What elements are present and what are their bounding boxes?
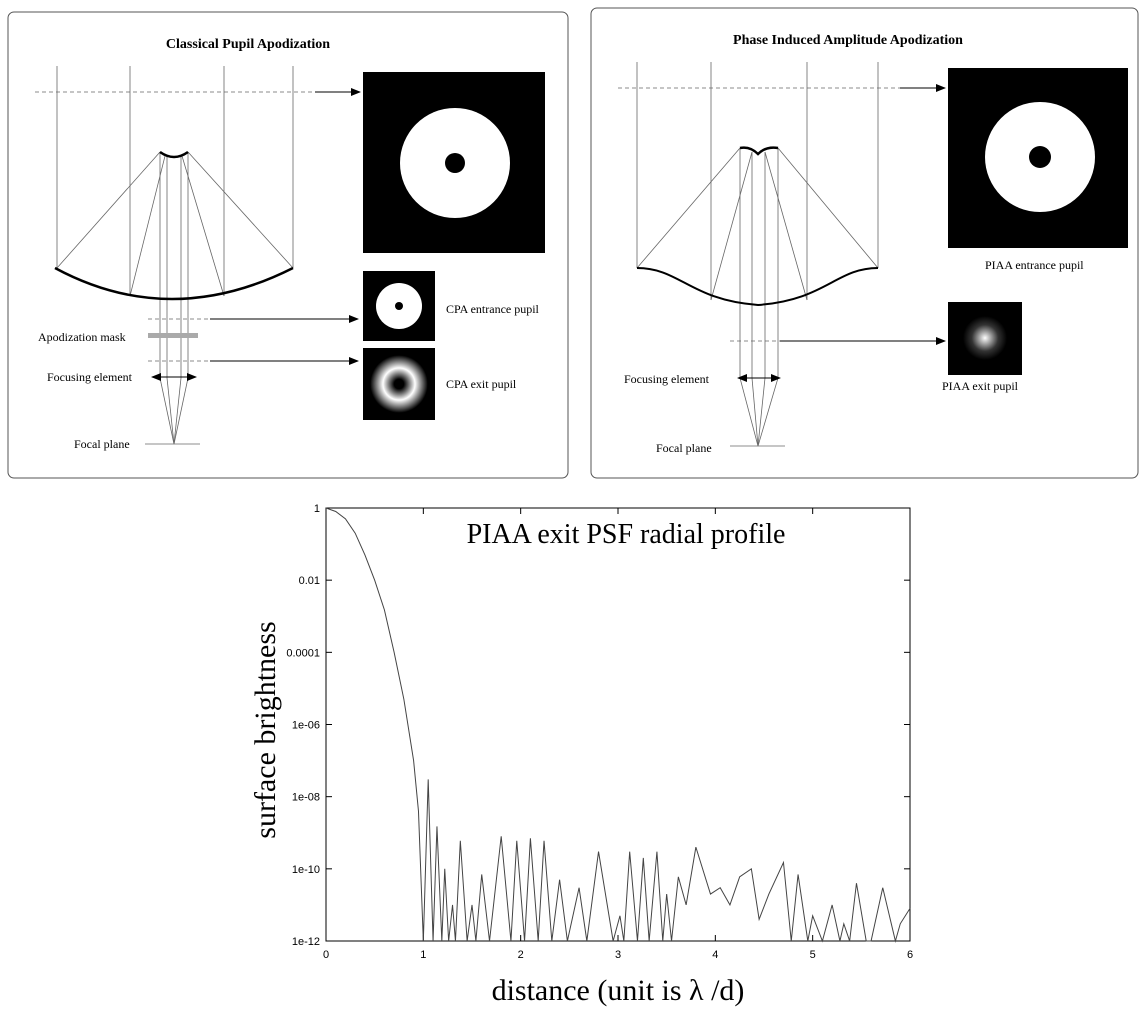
label: Focusing element	[47, 370, 133, 384]
y-tick-label: 0.0001	[286, 647, 320, 659]
plot-frame	[325, 507, 911, 942]
piaa-panel: Phase Induced Amplitude Apodization PIAA…	[590, 7, 1139, 479]
label: Focal plane	[656, 441, 712, 455]
profile-line	[325, 507, 911, 943]
x-tick-label: 1	[420, 949, 426, 961]
panel-frame	[590, 7, 1139, 479]
label: PIAA entrance pupil	[985, 258, 1084, 272]
panel-title: Classical Pupil Apodization	[166, 37, 330, 52]
y-tick-label: 1e-06	[292, 720, 320, 732]
label: CPA entrance pupil	[446, 302, 540, 316]
chart: PIAA exit PSF radial profile distance (u…	[249, 503, 913, 1007]
x-tick-label: 2	[518, 949, 524, 961]
x-tick-label: 0	[323, 949, 329, 961]
y-tick-label: 1e-12	[292, 936, 320, 948]
y-tick-label: 0.01	[299, 575, 320, 587]
panel-frame	[7, 11, 569, 479]
x-tick-label: 3	[615, 949, 621, 961]
label: Focal plane	[74, 437, 130, 451]
chart-title: PIAA exit PSF radial profile	[467, 519, 786, 550]
y-tick-label: 1e-08	[292, 792, 320, 804]
x-tick-label: 5	[810, 949, 816, 961]
cpa-panel: Classical Pupil Apodization Apodization …	[7, 11, 569, 479]
y-tick-label: 1	[314, 503, 320, 515]
label: CPA exit pupil	[446, 377, 517, 391]
label: PIAA exit pupil	[942, 379, 1019, 393]
label: Apodization mask	[38, 330, 126, 344]
y-tick-label: 1e-10	[292, 864, 320, 876]
x-axis-label: distance (unit is λ /d)	[492, 974, 745, 1007]
x-tick-label: 4	[712, 949, 718, 961]
label: Focusing element	[624, 372, 710, 386]
x-tick-label: 6	[907, 949, 913, 961]
panel-title: Phase Induced Amplitude Apodization	[733, 33, 963, 48]
y-axis-label: surface brightness	[249, 621, 282, 838]
